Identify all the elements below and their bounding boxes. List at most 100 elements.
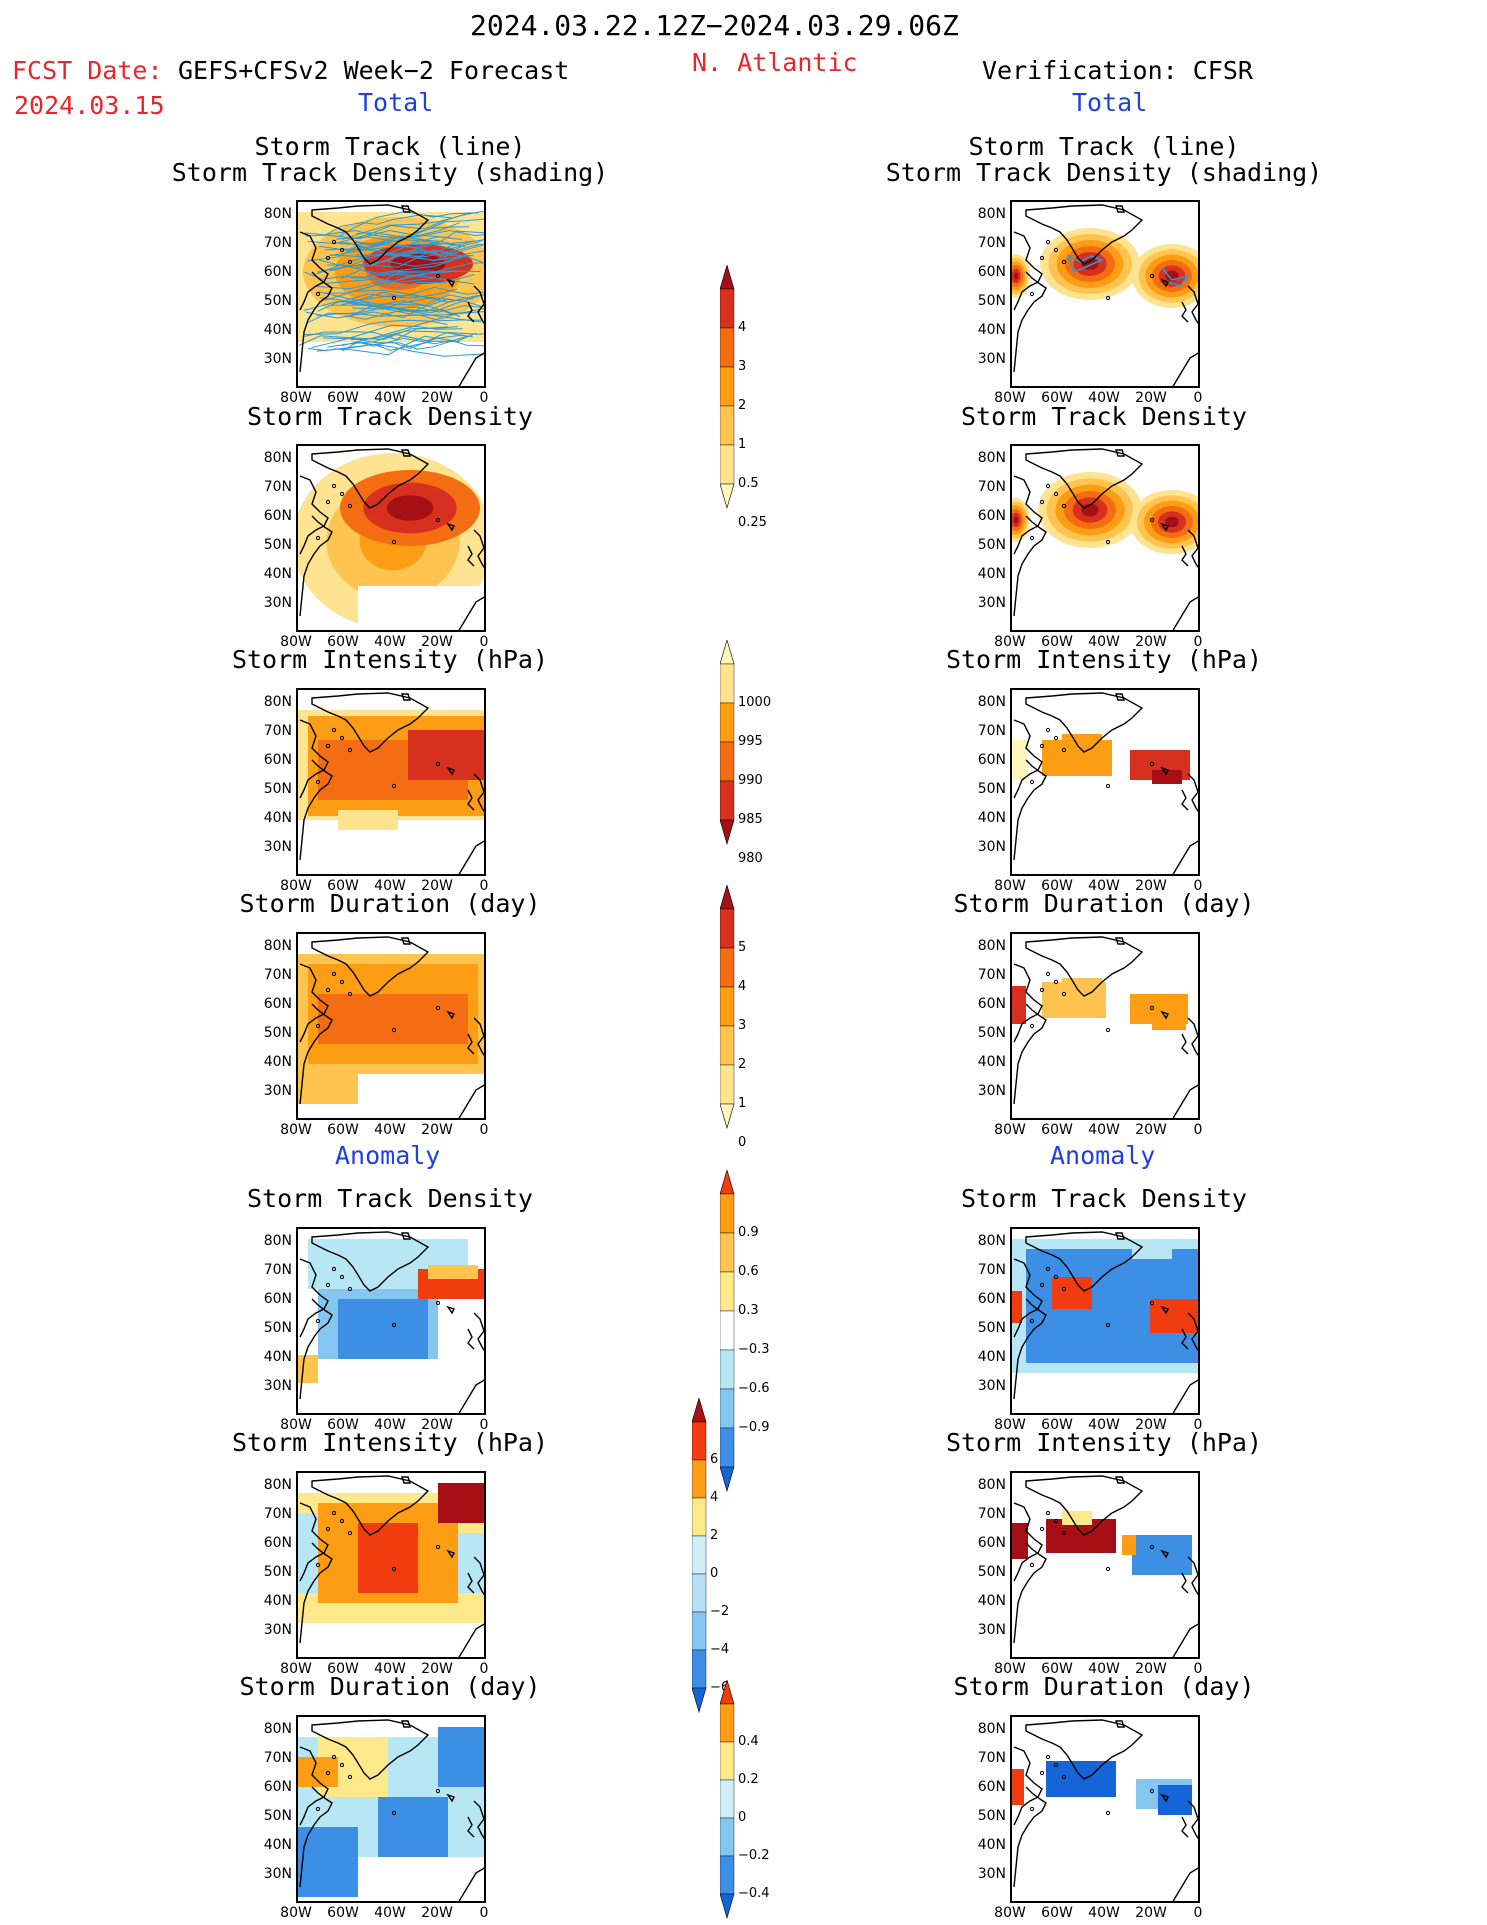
colorbar-label: 995 [738, 734, 763, 749]
lat-tick-label: 50N [972, 1025, 1006, 1041]
lat-tick-label: 80N [972, 206, 1006, 222]
lon-tick-label: 60W [1035, 1417, 1079, 1433]
colorbar-label: −0.6 [738, 1381, 770, 1396]
colorbar-label: 4 [710, 1490, 718, 1505]
lon-tick-label: 0 [462, 1417, 506, 1433]
coastline-island [1046, 728, 1049, 731]
map-anom-intensity-forecast [296, 1471, 486, 1659]
lon-tick-label: 60W [321, 878, 365, 894]
coastline [1172, 352, 1198, 386]
date-range-title: 2024.03.22.12Z−2024.03.29.06Z [470, 12, 959, 40]
lon-tick-label: 60W [321, 634, 365, 650]
lon-tick-label: 60W [1035, 1661, 1079, 1677]
colorbar-bin [692, 1574, 706, 1612]
coastline-island [1030, 536, 1033, 539]
lat-tick-label: 50N [258, 1564, 292, 1580]
colorbar-label: 0 [738, 1810, 746, 1825]
grid-cell-shading [1012, 986, 1026, 1024]
lat-tick-label: 40N [972, 566, 1006, 582]
lon-tick-label: 40W [1082, 634, 1126, 650]
lat-tick-label: 30N [972, 351, 1006, 367]
lat-tick-label: 30N [258, 1378, 292, 1394]
lat-tick-label: 50N [258, 1808, 292, 1824]
lon-tick-label: 40W [368, 390, 412, 406]
lon-tick-label: 80W [988, 1905, 1032, 1921]
colorbar-bin [692, 1498, 706, 1536]
lon-tick-label: 60W [321, 1122, 365, 1138]
panel-title-density-left: Storm Track Density [160, 403, 620, 430]
grid-cell-shading [1012, 1523, 1028, 1559]
colorbar-label: 0.2 [738, 1772, 759, 1787]
grid-cell-shading [428, 1265, 478, 1279]
lon-tick-label: 80W [988, 1661, 1032, 1677]
lon-tick-label: 60W [321, 1661, 365, 1677]
coastline [1182, 790, 1188, 810]
lat-tick-label: 80N [258, 1721, 292, 1737]
lon-tick-label: 60W [1035, 390, 1079, 406]
coastline-island [1046, 484, 1049, 487]
lon-tick-label: 0 [462, 1122, 506, 1138]
coastline [1172, 1867, 1198, 1901]
lat-tick-label: 60N [258, 264, 292, 280]
lon-tick-label: 20W [415, 1122, 459, 1138]
map-anom-duration-forecast [296, 1715, 486, 1903]
panel-title-track-shading-right: Storm Track Density (shading) [874, 159, 1334, 186]
map-duration-verification [1010, 932, 1200, 1120]
lon-tick-label: 40W [1082, 1122, 1126, 1138]
lat-tick-label: 60N [258, 1779, 292, 1795]
map-anom-duration-verification [1010, 1715, 1200, 1903]
colorbar-bin [720, 664, 734, 703]
colorbar-arrow [720, 1680, 734, 1704]
grid-cell-shading [1052, 1277, 1092, 1309]
lon-tick-label: 0 [1176, 1905, 1220, 1921]
lon-tick-label: 40W [368, 1905, 412, 1921]
lat-tick-label: 30N [972, 1083, 1006, 1099]
lat-tick-label: 60N [972, 508, 1006, 524]
lon-tick-label: 80W [274, 1905, 318, 1921]
coastline [1172, 840, 1198, 874]
coastline [1172, 1084, 1198, 1118]
right-total-label: Total [1072, 90, 1147, 115]
lat-tick-label: 80N [258, 206, 292, 222]
colorbar-bin [720, 1780, 734, 1818]
lat-tick-label: 30N [258, 351, 292, 367]
coastline-island [1040, 1771, 1043, 1774]
lat-tick-label: 40N [972, 322, 1006, 338]
lon-tick-label: 0 [1176, 1122, 1220, 1138]
colorbar-bin [720, 987, 734, 1026]
colorbar-label: 0.9 [738, 1225, 759, 1240]
coastline [1172, 596, 1198, 630]
grid-cell-shading [408, 730, 484, 780]
lon-tick-label: 80W [988, 634, 1032, 650]
colorbar-label: 0 [710, 1566, 718, 1581]
coastline [474, 1313, 484, 1353]
colorbar-bin [720, 1272, 734, 1311]
lat-tick-label: 60N [972, 264, 1006, 280]
right-anomaly-label: Anomaly [1050, 1143, 1155, 1168]
lon-tick-label: 20W [415, 1905, 459, 1921]
map-anom-intensity-verification [1010, 1471, 1200, 1659]
coastline [1182, 1573, 1188, 1593]
colorbar-bin [720, 1818, 734, 1856]
lat-tick-label: 60N [972, 996, 1006, 1012]
colorbar-bin [720, 367, 734, 406]
verification-label: Verification: CFSR [982, 58, 1253, 83]
colorbar-bin [692, 1422, 706, 1460]
region-label: N. Atlantic [692, 50, 858, 75]
colorbar-bin [720, 909, 734, 948]
lat-tick-label: 40N [258, 1054, 292, 1070]
coastline [1188, 1018, 1198, 1058]
lon-tick-label: 20W [1129, 878, 1173, 894]
lat-tick-label: 70N [258, 1262, 292, 1278]
lat-tick-label: 70N [258, 479, 292, 495]
lat-tick-label: 50N [972, 1320, 1006, 1336]
lon-tick-label: 20W [415, 1661, 459, 1677]
grid-cell-shading [358, 1523, 418, 1593]
colorbar-label: 1000 [738, 695, 771, 710]
lon-tick-label: 40W [368, 1661, 412, 1677]
lon-tick-label: 40W [1082, 390, 1126, 406]
lon-tick-label: 40W [1082, 1905, 1126, 1921]
coastline-island [1106, 1028, 1109, 1031]
colorbar-arrow [720, 484, 734, 508]
colorbar-bin [692, 1536, 706, 1574]
